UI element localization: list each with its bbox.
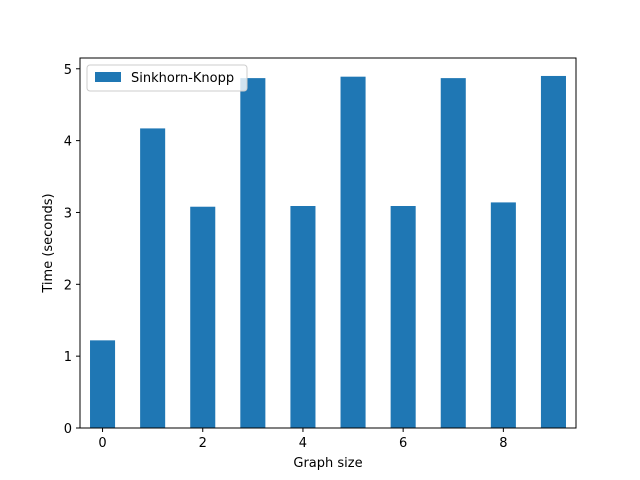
bar-2 [190, 206, 216, 428]
bar-0 [90, 340, 116, 428]
y-tick-label-1: 1 [64, 350, 72, 365]
bar-5 [340, 76, 366, 429]
x-axis-label: Graph size [293, 456, 362, 471]
y-tick-label-3: 3 [64, 206, 72, 221]
x-tick-label-0: 0 [98, 436, 106, 451]
legend-box [86, 64, 248, 92]
x-tick-label-8: 8 [499, 436, 507, 451]
y-tick-label-5: 5 [64, 63, 72, 78]
legend-swatch [95, 72, 121, 82]
bar-4 [290, 206, 316, 428]
y-axis-ticks: 0 1 2 3 4 5 [64, 63, 80, 437]
bars-group [90, 75, 566, 429]
x-axis-ticks: 0 2 4 6 8 [98, 428, 507, 451]
bar-8 [490, 202, 516, 428]
x-tick-label-4: 4 [299, 436, 307, 451]
y-axis-label: Time (seconds) [41, 193, 56, 293]
bar-3 [240, 78, 266, 429]
bar-6 [390, 206, 416, 428]
y-tick-label-0: 0 [64, 422, 72, 437]
y-tick-label-2: 2 [64, 278, 72, 293]
bar-7 [440, 78, 466, 429]
bar-1 [140, 128, 166, 428]
plot-frame [79, 57, 577, 429]
x-tick-label-2: 2 [199, 436, 207, 451]
legend: Sinkhorn-Knopp [86, 64, 248, 92]
bar-9 [540, 75, 566, 429]
legend-label: Sinkhorn-Knopp [131, 71, 234, 86]
y-tick-label-4: 4 [64, 135, 72, 150]
x-tick-label-6: 6 [399, 436, 407, 451]
